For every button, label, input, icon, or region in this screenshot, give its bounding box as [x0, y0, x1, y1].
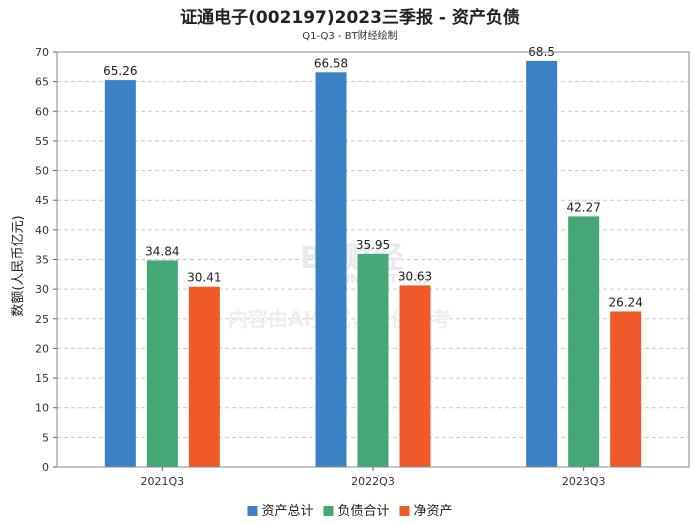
x-tick-label: 2021Q3 — [141, 475, 185, 488]
y-tick-label: 30 — [35, 283, 49, 296]
bar — [568, 216, 600, 467]
legend: 资产总计 负债合计 净资产 — [247, 504, 453, 519]
legend-swatch — [247, 506, 258, 516]
bar — [146, 260, 178, 467]
y-tick-label: 0 — [42, 461, 49, 474]
y-tick-label: 65 — [35, 76, 49, 89]
data-label: 66.58 — [314, 56, 348, 70]
bars: 65.2634.8430.4166.5835.9530.6368.542.272… — [103, 45, 643, 468]
y-tick-label: 10 — [35, 402, 49, 415]
y-tick-label: 15 — [35, 372, 49, 385]
data-label: 30.63 — [398, 269, 432, 283]
data-label: 35.95 — [356, 238, 390, 252]
y-tick-label: 45 — [35, 194, 49, 207]
y-axis-label: 数额(人民币亿元) — [11, 215, 26, 316]
bar — [188, 286, 220, 467]
chart-title: 证通电子(002197)2023三季报 - 资产负债 — [180, 8, 520, 28]
axes: 0 5 10 15 20 25 30 35 40 45 50 55 60 65 70 2021Q3 2022Q3… — [35, 46, 690, 488]
bar — [315, 72, 347, 468]
legend-label: 负债合计 — [337, 504, 389, 519]
bar — [526, 60, 558, 468]
data-label: 42.27 — [566, 200, 600, 214]
y-tick-label: 40 — [35, 224, 49, 237]
legend-label: 资产总计 — [261, 504, 313, 519]
bar — [357, 253, 389, 467]
y-tick-label: 20 — [35, 342, 49, 355]
y-tick-label: 35 — [35, 254, 49, 267]
y-tick-label: 70 — [35, 46, 49, 59]
legend-label: 净资产 — [414, 504, 453, 519]
data-label: 26.24 — [608, 295, 642, 309]
bar — [610, 311, 642, 467]
y-tick-label: 25 — [35, 313, 49, 326]
legend-swatch — [323, 506, 334, 516]
legend-swatch — [399, 506, 410, 516]
data-label: 34.84 — [145, 244, 179, 258]
x-tick-label: 2023Q3 — [562, 475, 606, 488]
x-tick-label: 2022Q3 — [351, 475, 395, 488]
y-tick-label: 50 — [35, 165, 49, 178]
data-label: 65.26 — [103, 64, 137, 78]
y-tick-label: 55 — [35, 135, 49, 148]
chart-subtitle: Q1-Q3 - BT财经绘制 — [302, 31, 398, 42]
y-tick-label: 5 — [42, 431, 49, 444]
y-tick-label: 60 — [35, 105, 49, 118]
data-label: 30.41 — [187, 271, 221, 285]
bar — [104, 80, 136, 467]
bar — [399, 285, 431, 467]
